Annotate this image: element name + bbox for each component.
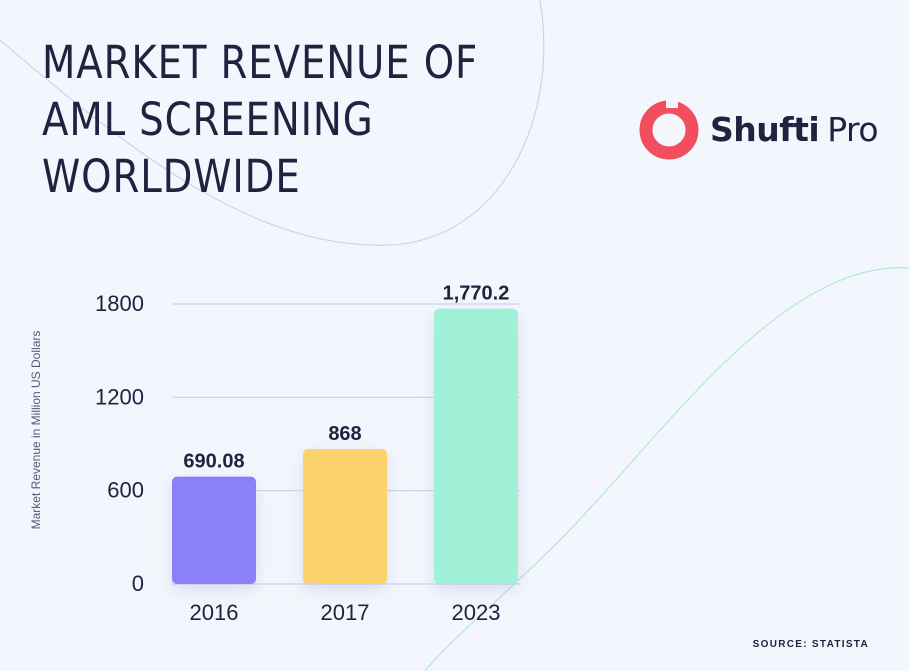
page-title: MARKET REVENUE OF AML SCREENING WORLDWID… (42, 34, 478, 205)
logo-name-bold: Shufti (710, 110, 820, 149)
y-tick-label: 1200 (95, 384, 144, 409)
data-label: 868 (328, 423, 361, 445)
title-line: WORLDWIDE (42, 150, 301, 203)
y-tick-label: 600 (107, 478, 144, 503)
x-tick-label: 2017 (321, 600, 370, 625)
data-labels: 690.08 868 1,770.2 (183, 283, 509, 473)
y-tick-label: 0 (132, 571, 144, 596)
x-axis-ticks: 2016 2017 2023 (190, 600, 501, 625)
bar-2016 (172, 476, 256, 584)
bars (172, 308, 518, 584)
decorative-curve (0, 0, 545, 246)
y-axis-ticks: 0 600 1200 1800 (95, 291, 144, 596)
bar-2023 (434, 308, 518, 584)
logo-wordmark: Shufti Pro (710, 110, 879, 149)
y-tick-label: 1800 (95, 291, 144, 316)
title-line: AML SCREENING (42, 93, 374, 146)
data-label: 690.08 (183, 451, 244, 473)
logo-mark-icon (639, 98, 699, 160)
x-tick-label: 2016 (190, 600, 239, 625)
source-note: SOURCE: STATISTA (752, 639, 869, 650)
shufti-pro-logo: Shufti Pro (638, 96, 879, 164)
x-tick-label: 2023 (452, 600, 501, 625)
title-line: MARKET REVENUE OF (42, 36, 479, 89)
bar-2017 (303, 448, 387, 584)
decorative-curve (424, 267, 909, 671)
data-label: 1,770.2 (443, 283, 510, 305)
logo-name-light: Pro (827, 110, 879, 149)
y-axis-label: Market Revenue in Million US Dollars (29, 331, 43, 530)
